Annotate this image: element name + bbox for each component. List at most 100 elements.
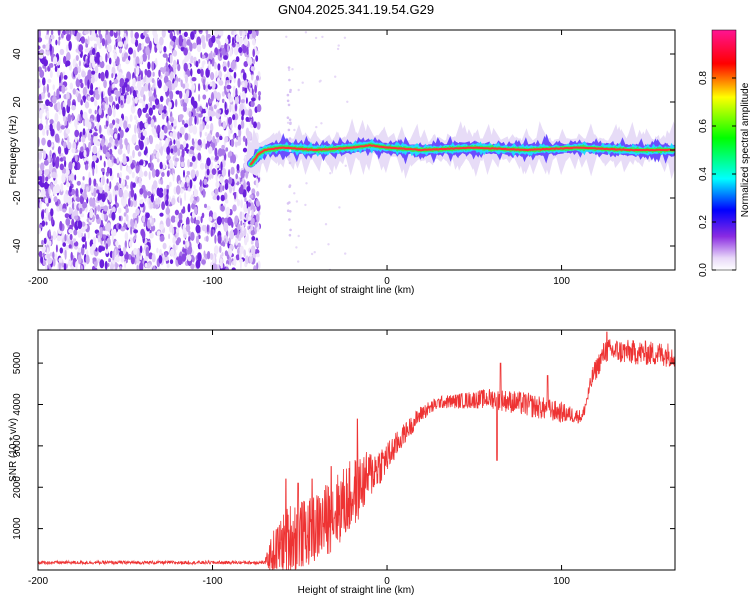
spectrogram-noise-cell: [287, 68, 291, 72]
spectrogram-noise-cell: [97, 192, 101, 201]
spectrogram-noise-cell: [55, 184, 61, 194]
spectrogram-noise-cell: [240, 184, 244, 193]
spectrogram-noise-cell: [59, 74, 61, 84]
spectrogram-noise-cell: [205, 124, 210, 130]
spectrogram-y-tick-label: 0: [12, 147, 23, 153]
spectrogram-noise-cell: [84, 163, 89, 171]
spectrogram-noise-cell: [237, 223, 241, 230]
spectrogram-noise-cell: [59, 220, 63, 231]
spectrogram-noise-cell: [83, 119, 86, 127]
spectrogram-noise-cell: [232, 204, 237, 212]
spectrogram-noise-cell: [175, 227, 180, 234]
spectrogram-noise-cell: [148, 171, 151, 181]
spectrogram-noise-cell: [59, 48, 65, 56]
spectrogram-noise-cell: [68, 175, 71, 181]
spectrogram-noise-cell: [129, 155, 133, 164]
spectrogram-noise-cell: [177, 148, 181, 157]
spectrogram-noise-cell: [237, 124, 242, 131]
spectrogram-noise-cell: [255, 75, 260, 81]
spectrogram-noise-cell: [189, 179, 193, 189]
spectrogram-noise-cell: [141, 42, 145, 50]
spectrogram-noise-cell: [255, 240, 259, 248]
snr-x-tick-label: 100: [553, 576, 570, 587]
spectrogram-noise-cell: [248, 216, 252, 221]
spectrogram-noise-cell: [76, 180, 81, 186]
spectrogram-noise-cell: [145, 36, 151, 44]
spectrogram-noise-cell: [227, 216, 232, 226]
spectrogram-noise-cell: [132, 236, 136, 242]
spectrogram-noise-cell: [212, 212, 217, 220]
spectrogram-noise-cell: [188, 110, 192, 118]
spectrogram-noise-cell: [156, 247, 159, 254]
spectrogram-noise-cell: [48, 198, 51, 204]
spectrogram-noise-cell: [230, 166, 235, 175]
spectrogram-noise-cell: [114, 133, 118, 139]
spectrogram-noise-cell: [120, 256, 125, 263]
spectrogram-noise-cell: [132, 77, 136, 86]
spectrogram-noise-cell: [94, 56, 99, 63]
spectrogram-noise-cell: [74, 174, 77, 181]
spectrogram-noise-cell: [176, 30, 180, 36]
spectrogram-noise-cell: [235, 254, 240, 261]
spectrogram-noise-cell: [205, 143, 208, 150]
spectrogram-y-tick-label: -40: [12, 238, 23, 253]
spectrogram-noise-cell: [252, 48, 255, 58]
spectrogram-noise-cell: [255, 178, 259, 189]
spectrogram-noise-cell: [255, 200, 260, 207]
spectrogram-noise-cell: [128, 198, 131, 207]
spectrogram-noise-cell: [72, 162, 75, 167]
spectrogram-noise-cell: [233, 45, 239, 56]
spectrogram-noise-cell: [204, 116, 210, 122]
spectrogram-noise-cell: [112, 83, 115, 89]
spectrogram-noise-cell: [344, 252, 347, 255]
spectrogram-noise-cell: [38, 151, 43, 160]
spectrogram-noise-cell: [185, 90, 190, 98]
spectrogram-noise-cell: [50, 34, 55, 40]
spectrogram-noise-cell: [287, 66, 291, 69]
spectrogram-noise-cell: [223, 55, 228, 60]
spectrogram-noise-cell: [196, 216, 202, 222]
spectrogram-noise-cell: [96, 151, 100, 159]
spectrogram-noise-cell: [107, 262, 110, 267]
spectrogram-noise-cell: [144, 262, 148, 268]
spectrogram-noise-cell: [247, 207, 251, 215]
spectrogram-noise-cell: [159, 161, 163, 170]
spectrogram-noise-cell: [152, 104, 156, 110]
spectrogram-noise-cell: [137, 151, 142, 157]
spectrogram-noise-cell: [183, 70, 186, 79]
spectrogram-noise-cell: [89, 36, 94, 42]
spectrogram-noise-cell: [142, 215, 146, 223]
spectrogram-noise-cell: [52, 186, 57, 196]
spectrogram-y-tick-label: -20: [12, 190, 23, 205]
spectrogram-noise-cell: [180, 181, 184, 188]
spectrogram-noise-cell: [169, 31, 173, 40]
spectrogram-noise-cell: [204, 132, 208, 137]
spectrogram-noise-cell: [250, 214, 253, 224]
colorbar-tick-label: 0.6: [698, 119, 709, 133]
spectrogram-noise-cell: [114, 185, 119, 192]
spectrogram-noise-cell: [289, 228, 292, 232]
spectrogram-noise-cell: [258, 95, 261, 101]
spectrogram-noise-cell: [220, 108, 223, 114]
spectrogram-noise-cell: [113, 52, 118, 60]
spectrogram-noise-cell: [327, 243, 330, 246]
spectrogram-noise-cell: [172, 244, 176, 250]
spectrogram-noise-cell: [93, 132, 98, 137]
spectrogram-noise-cell: [83, 193, 88, 200]
spectrogram-noise-cell: [120, 99, 123, 106]
spectrogram-noise-cell: [182, 38, 187, 48]
spectrogram-noise-cell: [112, 228, 117, 236]
spectrogram-noise-cell: [241, 211, 245, 221]
spectrogram-noise-cell: [38, 37, 43, 43]
spectrogram-noise-cell: [249, 87, 253, 93]
spectrogram-noise-cell: [85, 186, 89, 192]
spectrogram-noise-cell: [123, 189, 129, 199]
spectrogram-noise-cell: [143, 94, 146, 102]
spectrogram-noise-cell: [159, 224, 165, 230]
spectrogram-noise-cell: [227, 116, 233, 125]
spectrogram-noise-cell: [51, 171, 57, 179]
spectrogram-noise-cell: [154, 98, 160, 105]
spectrogram-noise-cell: [93, 43, 98, 48]
spectrogram-noise-cell: [66, 51, 71, 62]
spectrogram-noise-cell: [48, 154, 51, 163]
